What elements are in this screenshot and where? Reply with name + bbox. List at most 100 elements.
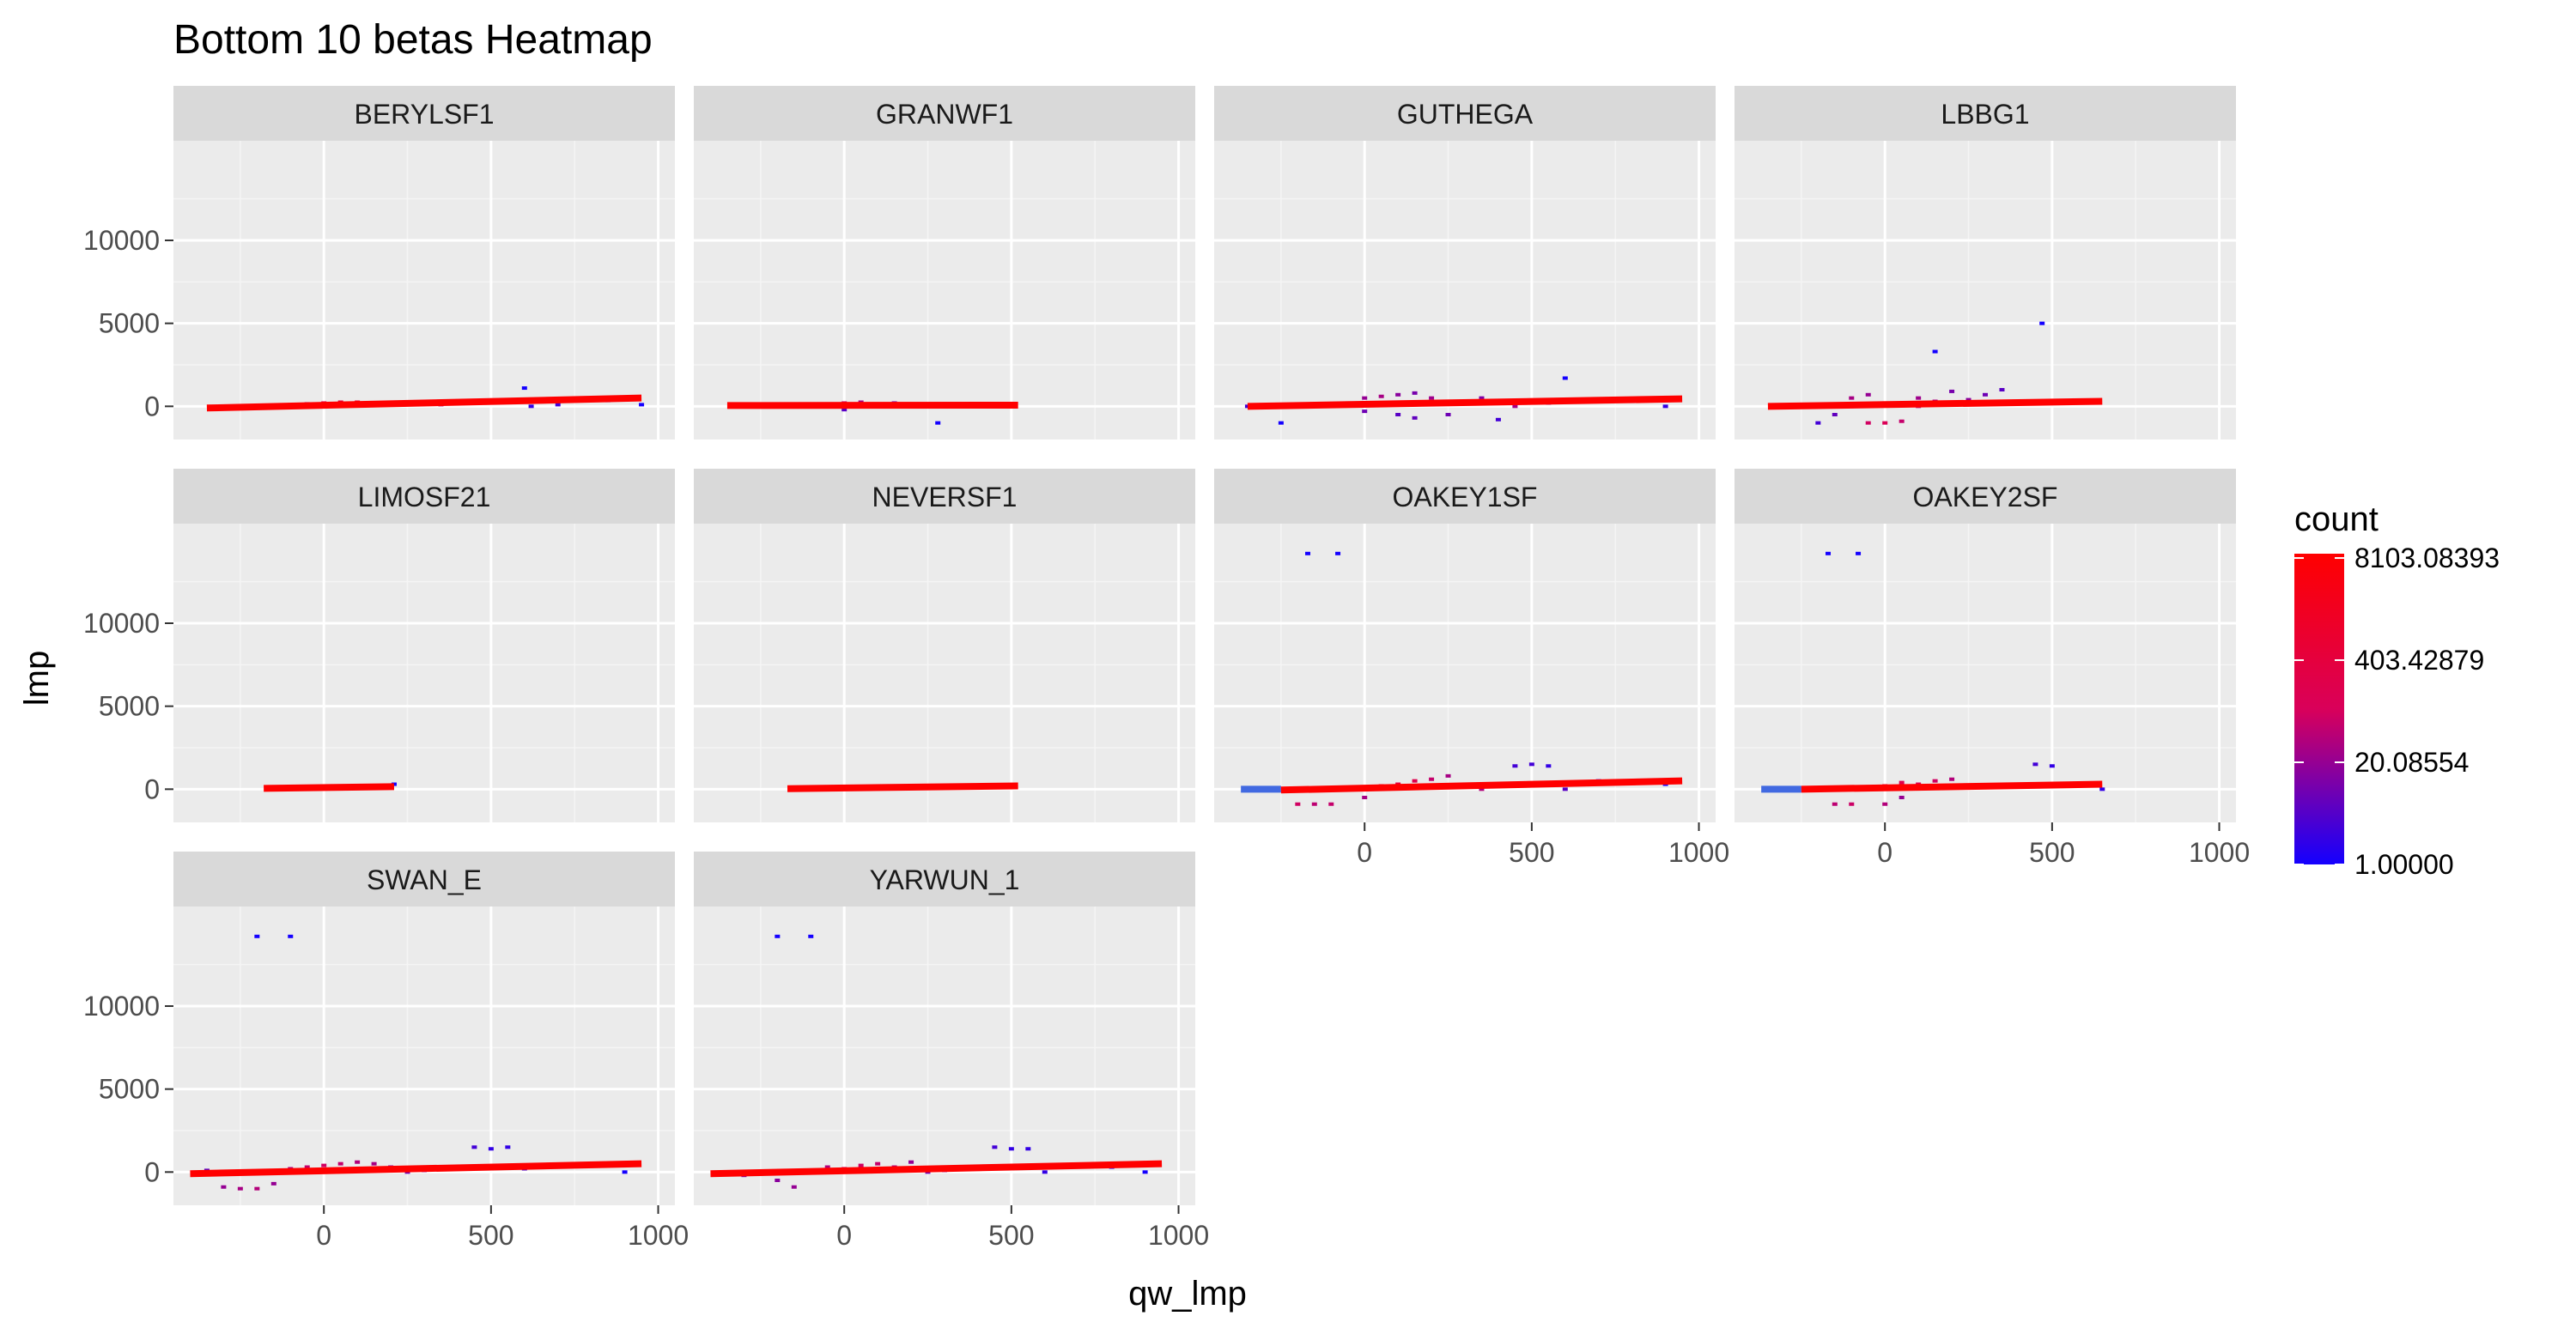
heatmap-cell — [555, 403, 561, 407]
heatmap-cell — [521, 386, 527, 391]
heatmap-cell — [1882, 802, 1888, 806]
facet-panel: SWAN_E 0 5000 10000 0 500 1000 — [83, 852, 689, 1251]
fit-line — [1280, 777, 1683, 794]
x-tick-label: 1000 — [1668, 837, 1729, 868]
y-tick-label: 0 — [144, 1156, 160, 1187]
heatmap-cell — [270, 1181, 276, 1186]
panel-background — [173, 141, 675, 440]
x-tick-label: 1000 — [628, 1220, 689, 1251]
facet-strip — [694, 469, 1195, 524]
heatmap-cell — [221, 1185, 227, 1189]
heatmap-cell — [254, 934, 260, 938]
heatmap-cell — [488, 1147, 494, 1151]
heatmap-cell — [321, 1163, 327, 1167]
heatmap-cell — [1295, 802, 1301, 806]
heatmap-cell — [371, 1161, 377, 1166]
facet-panel: OAKEY2SF 0 500 1000 — [1735, 469, 2250, 868]
heatmap-cell — [841, 408, 848, 412]
heatmap-cell — [1899, 780, 1905, 785]
heatmap-cell — [1335, 551, 1341, 555]
heatmap-cell — [1008, 1147, 1014, 1151]
heatmap-cell — [791, 1185, 797, 1189]
legend-tick-label: 20.08554 — [2354, 747, 2469, 778]
facet-strip — [1214, 469, 1716, 524]
heatmap-cell — [622, 1170, 628, 1174]
panel-background — [173, 524, 675, 822]
fit-line — [264, 783, 395, 792]
legend-tick-label: 403.42879 — [2354, 645, 2484, 676]
heatmap-cell — [1305, 551, 1311, 555]
facet-strip-label: GRANWF1 — [876, 99, 1013, 130]
fit-line — [710, 1160, 1163, 1178]
x-tick-label: 0 — [1357, 837, 1372, 868]
heatmap-cell — [2032, 762, 2038, 767]
x-tick-label: 1000 — [1148, 1220, 1209, 1251]
fit-line — [1247, 395, 1683, 410]
heatmap-cell — [875, 1161, 881, 1166]
facet-panel: BERYLSF1 0 5000 10000 — [83, 86, 675, 440]
facet-strip — [1735, 86, 2236, 141]
heatmap-cell — [1932, 349, 1938, 354]
heatmap-cell — [1832, 413, 1838, 416]
panel-background — [173, 907, 675, 1205]
heatmap-cell — [1832, 802, 1838, 806]
heatmap-cell — [1528, 762, 1534, 767]
heatmap-cell — [1278, 421, 1284, 425]
chart-title: Bottom 10 betas Heatmap — [173, 17, 653, 63]
facet-strip-label: YARWUN_1 — [870, 864, 1020, 895]
y-tick-label: 10000 — [83, 225, 160, 256]
y-tick-label: 5000 — [99, 1074, 160, 1105]
heatmap-cell — [1815, 421, 1821, 425]
fit-line — [206, 394, 642, 412]
facet-strip-label: LBBG1 — [1941, 99, 2029, 130]
heatmap-cell — [1042, 1170, 1048, 1174]
heatmap-cell — [858, 1163, 864, 1167]
heatmap-cell — [775, 1179, 781, 1182]
heatmap-cell — [391, 782, 397, 786]
heatmap-cell — [1899, 796, 1905, 799]
heatmap-cell — [1362, 796, 1368, 799]
heatmap-cell — [1999, 388, 2005, 391]
panel-background — [694, 141, 1195, 440]
y-tick-label: 10000 — [83, 608, 160, 639]
facet-strip-label: GUTHEGA — [1397, 99, 1534, 130]
x-axis-title: qw_lmp — [1128, 1275, 1247, 1313]
facet-strip — [694, 852, 1195, 907]
facet-strip — [173, 469, 675, 524]
heatmap-cell — [1445, 773, 1451, 778]
facet-strip — [1214, 86, 1716, 141]
heatmap-cell — [288, 934, 294, 938]
heatmap-cell — [1412, 779, 1418, 783]
fit-line — [190, 1160, 642, 1178]
panel-background — [694, 524, 1195, 822]
facet-strip — [173, 852, 675, 907]
legend-color-bar — [2294, 554, 2344, 864]
heatmap-cell — [355, 1160, 361, 1164]
heatmap-cell — [1916, 396, 1922, 400]
heatmap-cell — [528, 404, 534, 409]
heatmap-cell — [1865, 392, 1871, 397]
heatmap-cell — [1899, 419, 1905, 423]
legend-tick-label: 1.00000 — [2354, 849, 2454, 880]
heatmap-cell — [1025, 1147, 1031, 1151]
heatmap-cell — [1479, 787, 1485, 791]
heatmap-cell — [304, 1165, 310, 1169]
heatmap-cell — [1882, 421, 1888, 425]
fit-line — [787, 782, 1018, 792]
facet-strip-label: OAKEY1SF — [1393, 482, 1538, 512]
x-tick-label: 0 — [836, 1220, 852, 1251]
heatmap-cell — [824, 1165, 830, 1169]
heatmap-cell — [1865, 421, 1871, 425]
heatmap-cell — [471, 1145, 477, 1149]
heatmap-cell — [1395, 392, 1401, 397]
heatmap-cell — [1932, 779, 1938, 783]
y-tick-label: 5000 — [99, 308, 160, 339]
heatmap-cell — [1142, 1170, 1148, 1174]
heatmap-cell — [1546, 764, 1552, 768]
heatmap-cell — [2039, 321, 2045, 325]
y-axis-title: lmp — [18, 651, 56, 706]
heatmap-cell — [1949, 777, 1955, 781]
facet-strip — [694, 86, 1195, 141]
facet-panel: LBBG1 — [1735, 86, 2236, 440]
